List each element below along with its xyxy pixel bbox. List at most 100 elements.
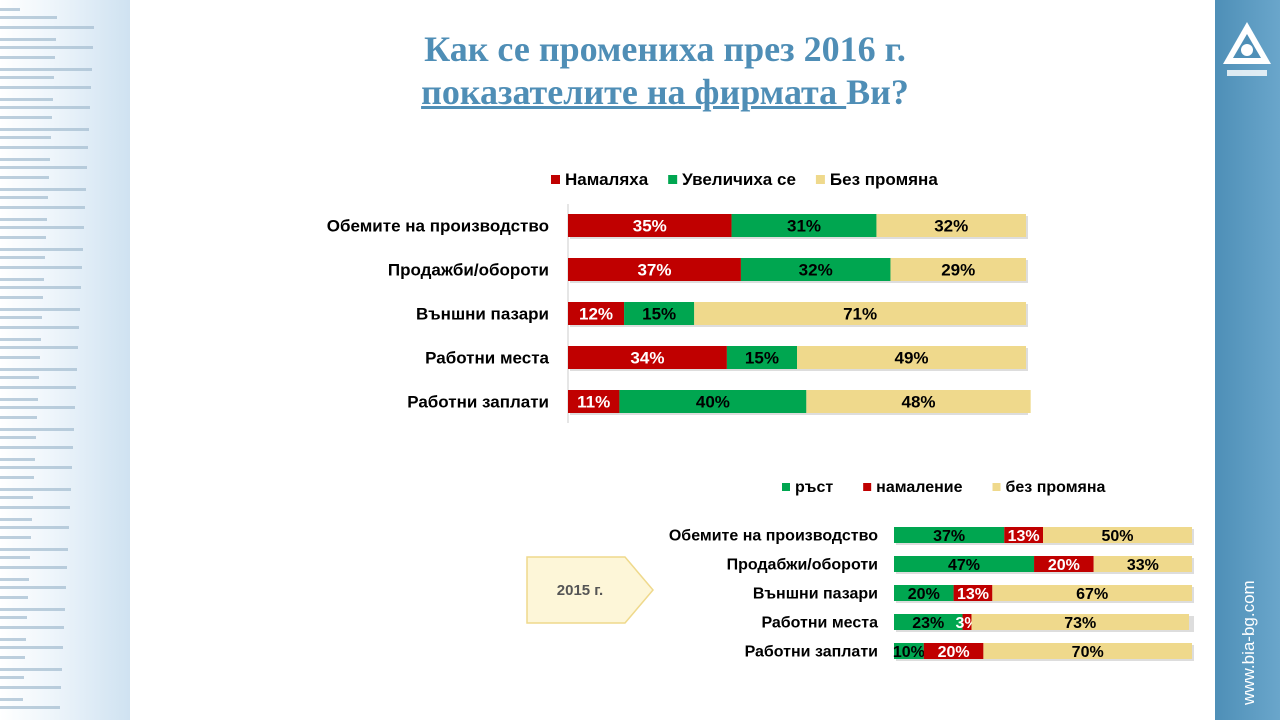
decorative-stripe bbox=[0, 578, 29, 581]
decorative-stripe bbox=[0, 638, 26, 641]
bar-segment bbox=[876, 214, 1026, 237]
decorative-stripe bbox=[0, 296, 43, 299]
decorative-left-strip bbox=[0, 0, 130, 720]
decorative-stripe bbox=[0, 376, 39, 379]
site-url-vertical: www.bia-bg.com bbox=[1239, 580, 1258, 705]
legend-label: Увеличиха се bbox=[682, 170, 796, 189]
year-2015-badge: 2015 г. bbox=[526, 556, 654, 624]
decorative-stripe bbox=[0, 26, 94, 29]
data-label: 32% bbox=[934, 217, 968, 236]
bar-segment bbox=[890, 258, 1026, 281]
category-label: Продабжи/обороти bbox=[727, 557, 878, 574]
decorative-stripe bbox=[0, 248, 83, 251]
decorative-stripe bbox=[0, 266, 82, 269]
legend-swatch bbox=[668, 175, 678, 184]
bar-segment bbox=[568, 214, 732, 237]
category-label: Работни места bbox=[425, 348, 549, 367]
decorative-stripe bbox=[0, 38, 56, 41]
decorative-stripe bbox=[0, 466, 72, 469]
decorative-stripe bbox=[0, 176, 49, 179]
data-label: 12% bbox=[579, 305, 613, 324]
data-label: 15% bbox=[642, 305, 676, 324]
data-label: 29% bbox=[941, 261, 975, 280]
decorative-stripe bbox=[0, 368, 77, 371]
data-label: 50% bbox=[1101, 528, 1133, 545]
decorative-stripe bbox=[0, 626, 64, 629]
title-line-2-underlined: показателите на фирмата bbox=[421, 72, 847, 112]
decorative-stripe bbox=[0, 586, 66, 589]
legend-swatch bbox=[992, 483, 1001, 491]
legend-swatch bbox=[815, 175, 825, 184]
decorative-stripe bbox=[0, 526, 69, 529]
decorative-stripe bbox=[0, 116, 52, 119]
bar-segment bbox=[568, 346, 727, 369]
bar-segment bbox=[962, 614, 972, 630]
legend-label: ръст bbox=[795, 479, 833, 496]
data-label: 40% bbox=[696, 393, 730, 412]
title-line-2-tail: Ви? bbox=[846, 72, 909, 112]
bar-segment bbox=[1093, 556, 1192, 572]
decorative-stripe bbox=[0, 46, 93, 49]
bar-segment bbox=[619, 390, 807, 413]
decorative-stripe bbox=[0, 68, 92, 71]
decorative-stripe bbox=[0, 206, 85, 209]
decorative-stripe bbox=[0, 548, 68, 551]
title-line-2: показателите на фирмата Ви? bbox=[200, 71, 1130, 114]
bar-segment bbox=[971, 614, 1190, 630]
decorative-stripe bbox=[0, 136, 51, 139]
category-label: Работни заплати bbox=[407, 392, 549, 411]
decorative-stripe bbox=[0, 356, 40, 359]
decorative-stripe bbox=[0, 236, 46, 239]
legend-swatch bbox=[551, 175, 560, 184]
legend-label: Намаляха bbox=[565, 170, 649, 189]
bar-segment bbox=[894, 556, 1035, 572]
decorative-stripe bbox=[0, 158, 50, 161]
decorative-stripe bbox=[0, 196, 48, 199]
decorative-stripe bbox=[0, 286, 81, 289]
bar-segment bbox=[894, 585, 954, 601]
data-label: 67% bbox=[1076, 586, 1108, 603]
decorative-stripe bbox=[0, 676, 24, 679]
data-label: 15% bbox=[745, 349, 779, 368]
category-label: Външни пазари bbox=[416, 304, 549, 323]
category-label: Продажби/обороти bbox=[388, 260, 549, 279]
decorative-stripe bbox=[0, 436, 36, 439]
decorative-stripe bbox=[0, 476, 34, 479]
decorative-stripe bbox=[0, 346, 78, 349]
category-label: Обемите на производство bbox=[669, 528, 878, 545]
decorative-stripe bbox=[0, 428, 74, 431]
bar-segment bbox=[568, 258, 741, 281]
data-label: 32% bbox=[799, 261, 833, 280]
bar-segment bbox=[740, 258, 891, 281]
bar-segment bbox=[894, 614, 963, 630]
decorative-stripe bbox=[0, 326, 79, 329]
bar-segment bbox=[797, 346, 1026, 369]
decorative-stripe bbox=[0, 416, 37, 419]
category-label: Работни места bbox=[761, 615, 878, 632]
decorative-stripe bbox=[0, 656, 25, 659]
decorative-stripe bbox=[0, 398, 38, 401]
data-label: 34% bbox=[630, 349, 664, 368]
data-label: 48% bbox=[901, 393, 935, 412]
data-label: 20% bbox=[908, 586, 940, 603]
decorative-stripe bbox=[0, 536, 31, 539]
site-url: www.bia-bg.com bbox=[1239, 580, 1258, 705]
decorative-stripe bbox=[0, 706, 60, 709]
bar-segment bbox=[726, 346, 797, 369]
decorative-stripe bbox=[0, 506, 70, 509]
decorative-stripe bbox=[0, 686, 61, 689]
data-label: 20% bbox=[938, 644, 970, 661]
bar-segment bbox=[624, 302, 695, 325]
data-label: 37% bbox=[933, 528, 965, 545]
bar-segment bbox=[894, 643, 924, 659]
decorative-stripe bbox=[0, 698, 23, 701]
category-label: Външни пазари bbox=[753, 586, 878, 603]
bar-segment bbox=[694, 302, 1026, 325]
data-label: 70% bbox=[1072, 644, 1104, 661]
data-label: 73% bbox=[1064, 615, 1096, 632]
title-line-1: Как се промениха през 2016 г. bbox=[424, 29, 906, 69]
bar-segment bbox=[1043, 527, 1192, 543]
decorative-stripe bbox=[0, 16, 57, 19]
legend-label: намаление bbox=[876, 479, 962, 496]
decorative-right-strip bbox=[1215, 0, 1280, 720]
